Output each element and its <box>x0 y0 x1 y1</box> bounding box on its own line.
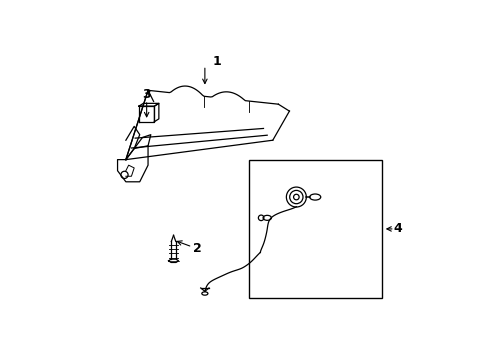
Text: 1: 1 <box>213 55 221 68</box>
Text: 2: 2 <box>192 242 201 255</box>
Text: 4: 4 <box>392 222 401 235</box>
Bar <box>249 159 382 298</box>
Text: 3: 3 <box>142 88 151 101</box>
